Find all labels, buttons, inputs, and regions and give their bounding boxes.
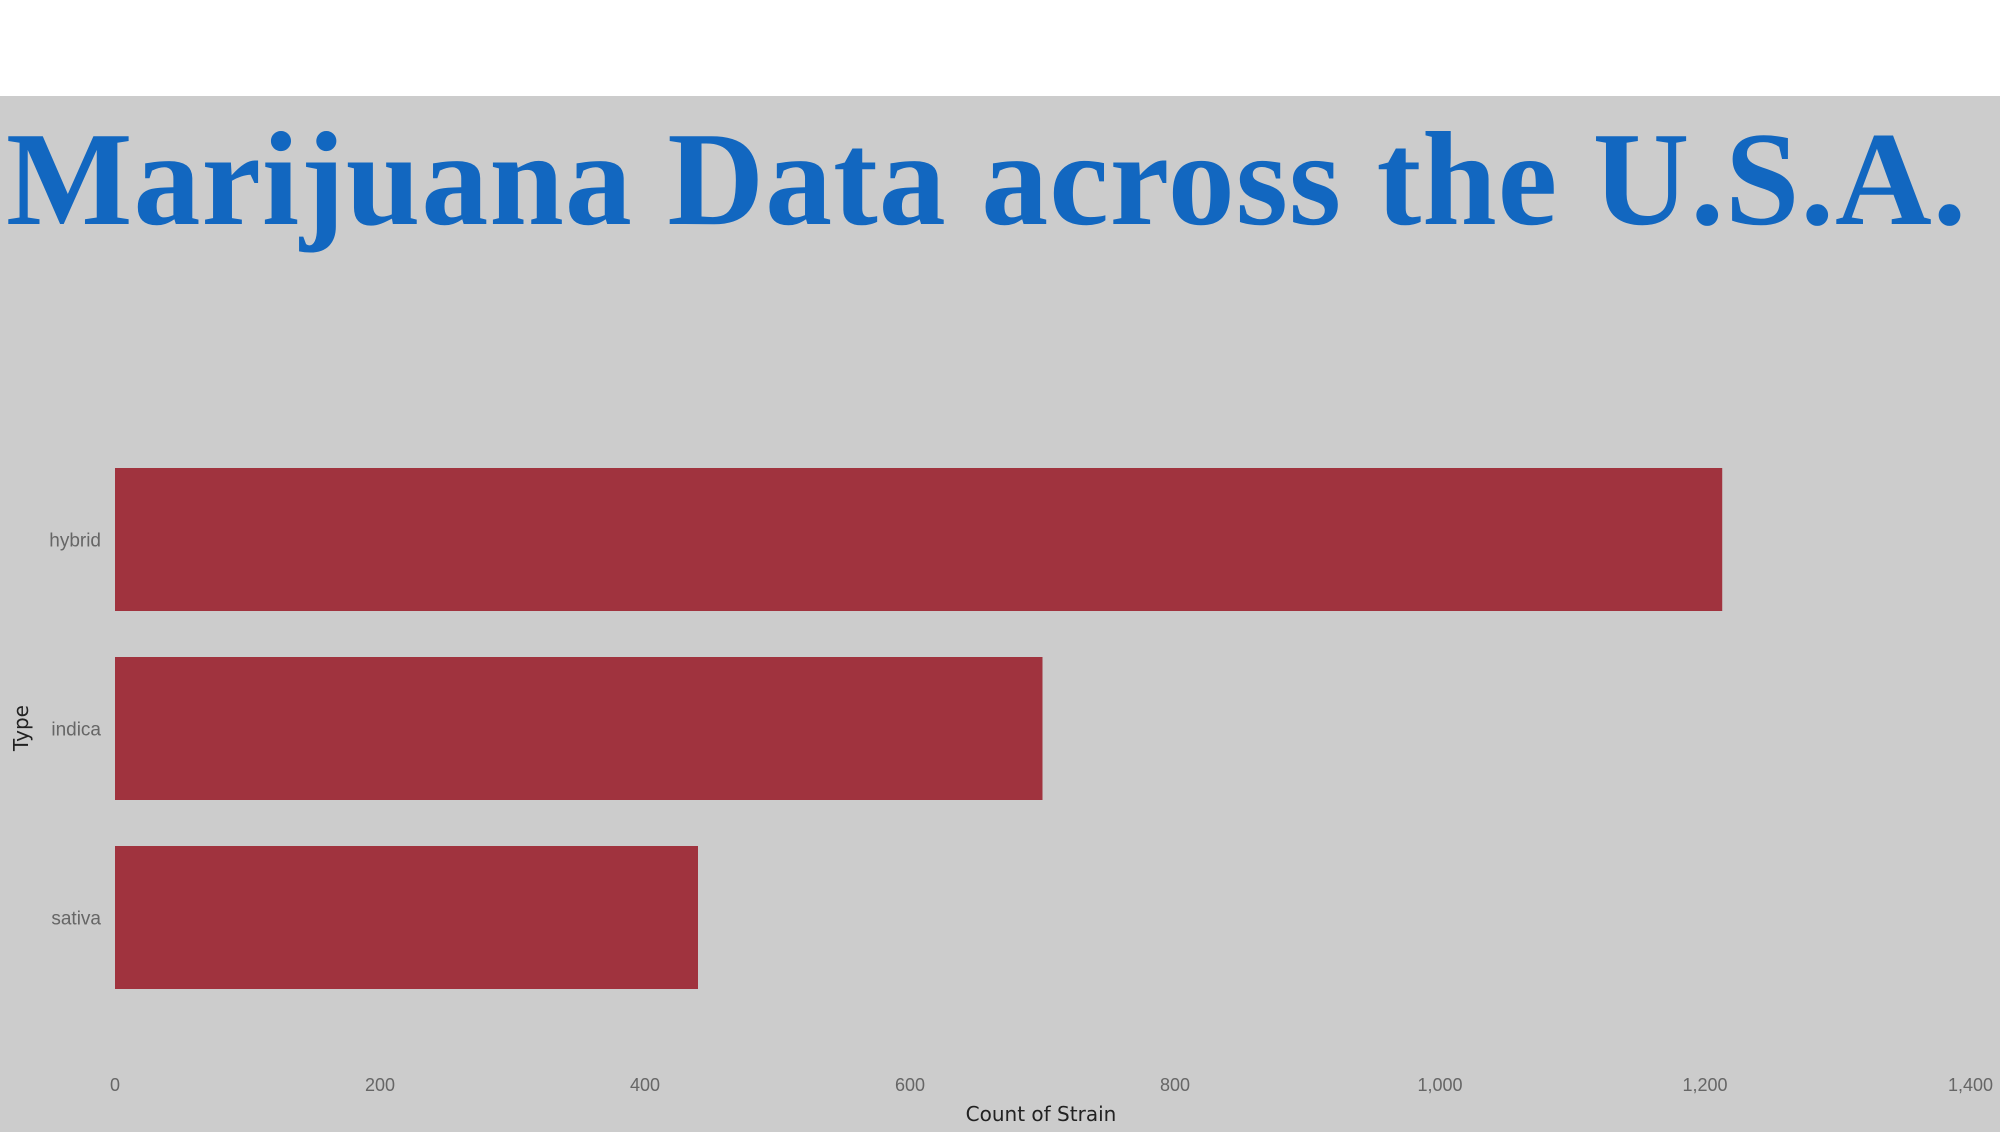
category-label-indica: indica xyxy=(51,720,101,741)
x-tick-label: 600 xyxy=(895,1075,925,1095)
x-tick-label: 200 xyxy=(365,1075,395,1095)
category-label-sativa: sativa xyxy=(51,909,101,930)
bottom-strip xyxy=(0,1132,2000,1140)
x-axis-ticks: 0 200 400 600 800 1,000 1,200 1,400 xyxy=(110,1075,1993,1095)
bar-sativa[interactable] xyxy=(115,846,698,989)
x-tick-label: 0 xyxy=(110,1075,120,1095)
x-tick-label: 1,400 xyxy=(1948,1075,1993,1095)
page-title: Marijuana Data across the U.S.A. xyxy=(6,105,1968,253)
category-labels: hybrid indica sativa xyxy=(49,531,101,930)
bar-indica[interactable] xyxy=(115,657,1043,800)
x-tick-label: 1,200 xyxy=(1682,1075,1727,1095)
x-tick-label: 400 xyxy=(630,1075,660,1095)
bar-hybrid[interactable] xyxy=(115,468,1723,611)
x-axis-title: Count of Strain xyxy=(966,1102,1117,1126)
y-axis-title: Type xyxy=(9,705,33,752)
category-label-hybrid: hybrid xyxy=(49,531,101,552)
x-tick-label: 1,000 xyxy=(1417,1075,1462,1095)
top-strip xyxy=(0,0,2000,96)
x-tick-label: 800 xyxy=(1160,1075,1190,1095)
bars-layer xyxy=(115,468,1723,989)
